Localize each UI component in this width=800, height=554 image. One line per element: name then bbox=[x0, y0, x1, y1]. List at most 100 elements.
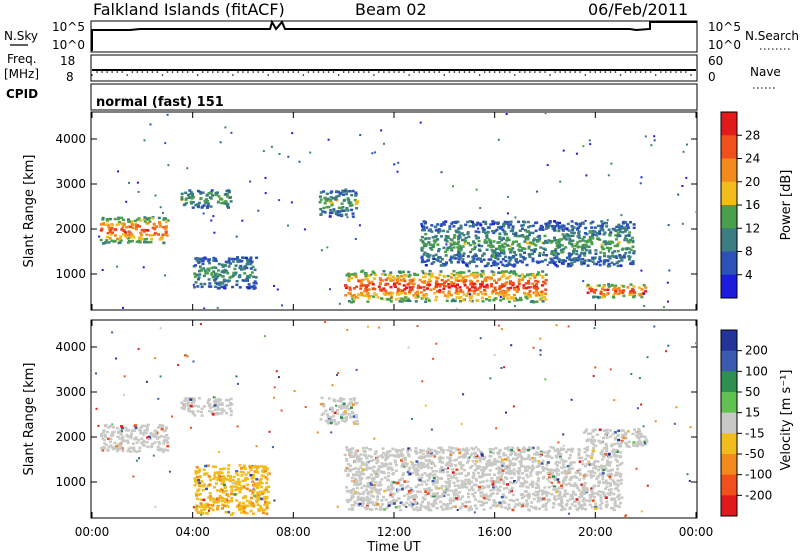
range-cell bbox=[380, 499, 384, 502]
range-cell bbox=[583, 481, 587, 485]
range-cell bbox=[210, 266, 214, 270]
range-cell bbox=[335, 199, 339, 202]
range-cell bbox=[348, 190, 352, 193]
range-cell bbox=[264, 501, 268, 504]
range-cell bbox=[193, 479, 197, 482]
range-cell bbox=[612, 492, 616, 496]
range-cell bbox=[369, 294, 373, 298]
noise-cell bbox=[644, 135, 647, 138]
nave-point bbox=[302, 74, 305, 76]
range-cell bbox=[640, 295, 644, 299]
range-cell bbox=[602, 262, 606, 266]
range-cell bbox=[428, 269, 432, 273]
range-cell bbox=[595, 234, 599, 237]
range-cell bbox=[211, 413, 215, 416]
range-cell bbox=[225, 493, 229, 496]
range-cell bbox=[320, 396, 324, 400]
range-cell bbox=[511, 508, 515, 512]
range-cell bbox=[570, 484, 574, 487]
nave-point bbox=[483, 71, 486, 73]
range-cell bbox=[550, 258, 554, 261]
range-cell bbox=[134, 228, 138, 231]
range-cell bbox=[500, 472, 504, 475]
range-cell bbox=[504, 453, 508, 457]
range-cell bbox=[581, 222, 585, 225]
range-cell bbox=[191, 206, 195, 209]
range-cell bbox=[540, 290, 544, 293]
range-cell bbox=[588, 287, 592, 291]
range-cell bbox=[618, 463, 622, 466]
range-cell bbox=[617, 505, 621, 509]
range-cell bbox=[416, 290, 420, 293]
noise-cell bbox=[216, 306, 219, 309]
range-cell bbox=[587, 499, 591, 503]
range-cell bbox=[453, 494, 456, 497]
range-cell bbox=[350, 411, 354, 415]
nave-point bbox=[297, 71, 300, 73]
range-cell bbox=[194, 281, 198, 284]
range-cell bbox=[120, 440, 124, 444]
range-cell bbox=[212, 486, 216, 489]
range-cell bbox=[582, 252, 586, 256]
range-cell bbox=[107, 426, 111, 429]
noise-cell bbox=[475, 188, 478, 191]
range-cell bbox=[108, 440, 112, 443]
range-cell bbox=[521, 464, 525, 468]
range-cell bbox=[557, 503, 561, 506]
noise-cell bbox=[241, 219, 244, 222]
range-cell bbox=[332, 210, 336, 213]
range-cell bbox=[254, 282, 258, 285]
range-cell bbox=[387, 292, 391, 295]
range-cell bbox=[456, 220, 460, 224]
range-cell bbox=[329, 209, 333, 212]
range-cell bbox=[184, 197, 188, 200]
range-cell bbox=[423, 244, 427, 248]
range-cell bbox=[331, 197, 335, 200]
range-cell bbox=[600, 465, 604, 468]
range-cell bbox=[512, 499, 516, 503]
range-cell bbox=[538, 455, 542, 458]
range-cell bbox=[359, 453, 363, 456]
range-cell bbox=[531, 456, 535, 460]
noise-cell bbox=[422, 272, 425, 275]
range-cell bbox=[483, 493, 487, 497]
range-cell bbox=[200, 503, 204, 507]
range-cell bbox=[450, 463, 454, 466]
range-cell bbox=[211, 411, 215, 414]
range-cell bbox=[267, 485, 271, 488]
range-cell bbox=[580, 494, 584, 498]
range-cell bbox=[243, 479, 247, 482]
range-cell bbox=[593, 226, 597, 229]
range-cell bbox=[495, 492, 499, 495]
range-cell bbox=[454, 279, 458, 282]
range-cell bbox=[438, 285, 442, 288]
range-cell bbox=[498, 475, 502, 479]
range-cell bbox=[427, 299, 431, 302]
noise-cell bbox=[257, 209, 260, 212]
range-cell bbox=[102, 429, 106, 432]
range-cell bbox=[116, 435, 120, 438]
range-cell bbox=[548, 480, 552, 484]
range-cell bbox=[454, 464, 458, 467]
range-cell bbox=[224, 260, 228, 264]
range-cell bbox=[427, 241, 431, 244]
range-cell bbox=[538, 254, 541, 257]
range-cell bbox=[525, 469, 529, 472]
range-cell bbox=[196, 410, 200, 413]
range-cell bbox=[265, 481, 269, 485]
range-cell bbox=[354, 467, 358, 470]
range-cell bbox=[516, 298, 519, 302]
noise-cell bbox=[264, 192, 267, 195]
range-cell bbox=[354, 477, 357, 481]
range-cell bbox=[106, 235, 109, 239]
range-cell bbox=[424, 237, 428, 240]
range-cell bbox=[346, 500, 350, 504]
range-cell bbox=[339, 207, 343, 210]
range-cell bbox=[489, 506, 493, 510]
range-cell bbox=[610, 444, 614, 448]
range-cell bbox=[411, 471, 415, 475]
range-cell bbox=[366, 284, 370, 287]
range-cell bbox=[610, 240, 614, 243]
range-cell bbox=[208, 495, 212, 498]
range-cell bbox=[193, 414, 197, 417]
